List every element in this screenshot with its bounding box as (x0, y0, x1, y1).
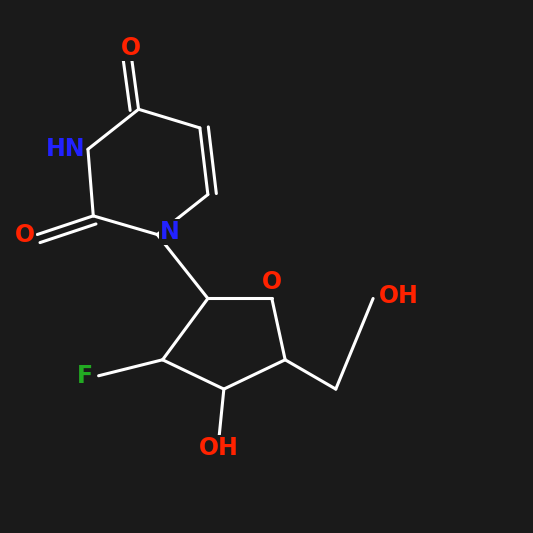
Text: F: F (77, 364, 93, 388)
Text: O: O (14, 222, 35, 247)
Text: O: O (262, 270, 282, 295)
Text: O: O (120, 36, 141, 60)
Text: N: N (160, 220, 180, 244)
Text: HN: HN (46, 137, 85, 161)
Text: OH: OH (378, 284, 418, 308)
Text: OH: OH (199, 435, 238, 460)
